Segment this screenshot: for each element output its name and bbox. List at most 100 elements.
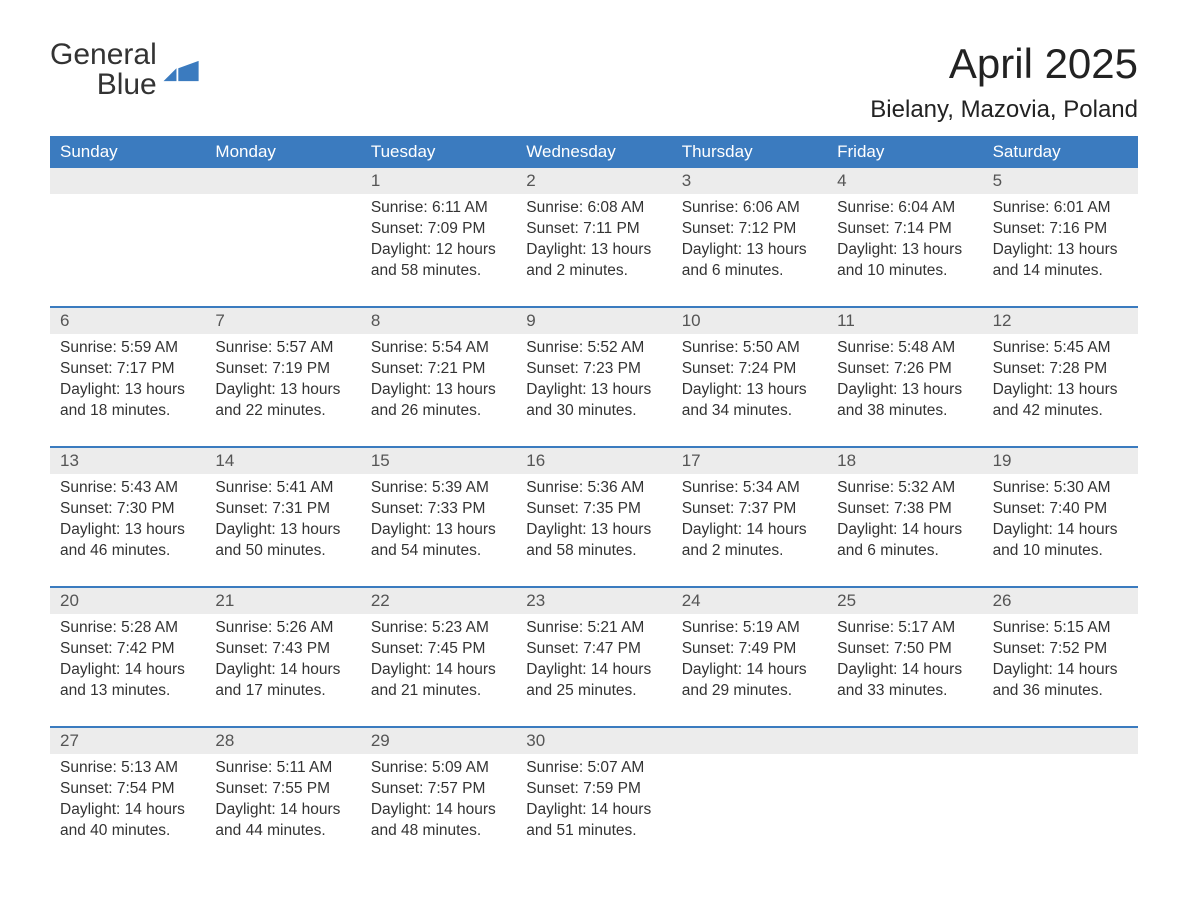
day-number: [50, 168, 205, 194]
daylight-line-2: and 50 minutes.: [215, 541, 350, 562]
daynum-row: 27282930: [50, 728, 1138, 754]
day-cell: Sunrise: 5:07 AMSunset: 7:59 PMDaylight:…: [516, 754, 671, 846]
calendar-week: 6789101112Sunrise: 5:59 AMSunset: 7:17 P…: [50, 306, 1138, 426]
daylight-line-1: Daylight: 14 hours: [371, 800, 506, 821]
day-cell: Sunrise: 5:17 AMSunset: 7:50 PMDaylight:…: [827, 614, 982, 706]
sunset-line: Sunset: 7:14 PM: [837, 219, 972, 240]
day-number: [827, 728, 982, 754]
sunrise-line: Sunrise: 5:11 AM: [215, 758, 350, 779]
day-cell: Sunrise: 6:04 AMSunset: 7:14 PMDaylight:…: [827, 194, 982, 286]
day-cell: Sunrise: 5:34 AMSunset: 7:37 PMDaylight:…: [672, 474, 827, 566]
day-cell: Sunrise: 5:32 AMSunset: 7:38 PMDaylight:…: [827, 474, 982, 566]
weekday-label: Saturday: [983, 136, 1138, 168]
daylight-line-1: Daylight: 13 hours: [215, 380, 350, 401]
day-number: 4: [827, 168, 982, 194]
sunrise-line: Sunrise: 5:07 AM: [526, 758, 661, 779]
daynum-row: 20212223242526: [50, 588, 1138, 614]
sunrise-line: Sunrise: 5:13 AM: [60, 758, 195, 779]
day-cell: Sunrise: 5:21 AMSunset: 7:47 PMDaylight:…: [516, 614, 671, 706]
sunset-line: Sunset: 7:40 PM: [993, 499, 1128, 520]
daylight-line-2: and 17 minutes.: [215, 681, 350, 702]
sunset-line: Sunset: 7:16 PM: [993, 219, 1128, 240]
sunset-line: Sunset: 7:38 PM: [837, 499, 972, 520]
day-number: 26: [983, 588, 1138, 614]
sunrise-line: Sunrise: 5:30 AM: [993, 478, 1128, 499]
sunrise-line: Sunrise: 5:17 AM: [837, 618, 972, 639]
day-cell: Sunrise: 5:36 AMSunset: 7:35 PMDaylight:…: [516, 474, 671, 566]
daylight-line-2: and 2 minutes.: [682, 541, 817, 562]
daylight-line-1: Daylight: 13 hours: [60, 520, 195, 541]
sunrise-line: Sunrise: 5:26 AM: [215, 618, 350, 639]
daynum-row: 13141516171819: [50, 448, 1138, 474]
sunrise-line: Sunrise: 6:08 AM: [526, 198, 661, 219]
day-number: 16: [516, 448, 671, 474]
day-cell: Sunrise: 5:09 AMSunset: 7:57 PMDaylight:…: [361, 754, 516, 846]
weekday-label: Thursday: [672, 136, 827, 168]
day-cell: [672, 754, 827, 846]
daylight-line-1: Daylight: 14 hours: [837, 660, 972, 681]
location-text: Bielany, Mazovia, Poland: [870, 96, 1138, 124]
day-cell: [983, 754, 1138, 846]
day-cell: Sunrise: 5:28 AMSunset: 7:42 PMDaylight:…: [50, 614, 205, 706]
daylight-line-1: Daylight: 14 hours: [837, 520, 972, 541]
day-cell: Sunrise: 5:26 AMSunset: 7:43 PMDaylight:…: [205, 614, 360, 706]
daylight-line-2: and 54 minutes.: [371, 541, 506, 562]
day-cell: Sunrise: 5:52 AMSunset: 7:23 PMDaylight:…: [516, 334, 671, 426]
sunset-line: Sunset: 7:52 PM: [993, 639, 1128, 660]
sunrise-line: Sunrise: 6:11 AM: [371, 198, 506, 219]
day-cell: Sunrise: 5:59 AMSunset: 7:17 PMDaylight:…: [50, 334, 205, 426]
day-cell: [50, 194, 205, 286]
sunrise-line: Sunrise: 5:19 AM: [682, 618, 817, 639]
day-cell: Sunrise: 5:41 AMSunset: 7:31 PMDaylight:…: [205, 474, 360, 566]
day-number: 6: [50, 308, 205, 334]
day-number: 9: [516, 308, 671, 334]
sunset-line: Sunset: 7:49 PM: [682, 639, 817, 660]
sunset-line: Sunset: 7:11 PM: [526, 219, 661, 240]
day-cell: Sunrise: 6:08 AMSunset: 7:11 PMDaylight:…: [516, 194, 671, 286]
daylight-line-2: and 21 minutes.: [371, 681, 506, 702]
daylight-line-1: Daylight: 13 hours: [837, 240, 972, 261]
daylight-line-1: Daylight: 14 hours: [215, 800, 350, 821]
day-cell: Sunrise: 5:11 AMSunset: 7:55 PMDaylight:…: [205, 754, 360, 846]
daylight-line-1: Daylight: 13 hours: [371, 380, 506, 401]
day-number: 29: [361, 728, 516, 754]
sunset-line: Sunset: 7:37 PM: [682, 499, 817, 520]
header-row: General Blue April 2025 Bielany, Mazovia…: [50, 40, 1138, 124]
sunrise-line: Sunrise: 5:54 AM: [371, 338, 506, 359]
sunset-line: Sunset: 7:45 PM: [371, 639, 506, 660]
sunrise-line: Sunrise: 5:23 AM: [371, 618, 506, 639]
daylight-line-1: Daylight: 13 hours: [837, 380, 972, 401]
day-number: [983, 728, 1138, 754]
day-cell: [827, 754, 982, 846]
daylight-line-1: Daylight: 12 hours: [371, 240, 506, 261]
daylight-line-2: and 2 minutes.: [526, 261, 661, 282]
day-number: 30: [516, 728, 671, 754]
daylight-line-1: Daylight: 13 hours: [526, 380, 661, 401]
daylight-line-1: Daylight: 14 hours: [993, 660, 1128, 681]
logo-word2: Blue: [50, 70, 157, 100]
daylight-line-1: Daylight: 13 hours: [993, 380, 1128, 401]
daylight-line-1: Daylight: 13 hours: [215, 520, 350, 541]
day-cell: Sunrise: 6:06 AMSunset: 7:12 PMDaylight:…: [672, 194, 827, 286]
sunrise-line: Sunrise: 5:45 AM: [993, 338, 1128, 359]
day-number: 18: [827, 448, 982, 474]
weekday-label: Monday: [205, 136, 360, 168]
daylight-line-1: Daylight: 13 hours: [526, 240, 661, 261]
sunset-line: Sunset: 7:59 PM: [526, 779, 661, 800]
daylight-line-1: Daylight: 14 hours: [526, 800, 661, 821]
sunrise-line: Sunrise: 5:32 AM: [837, 478, 972, 499]
sunrise-line: Sunrise: 5:48 AM: [837, 338, 972, 359]
weekday-label: Friday: [827, 136, 982, 168]
sunrise-line: Sunrise: 6:06 AM: [682, 198, 817, 219]
sunrise-line: Sunrise: 5:21 AM: [526, 618, 661, 639]
daylight-line-2: and 38 minutes.: [837, 401, 972, 422]
daylight-line-1: Daylight: 13 hours: [682, 380, 817, 401]
sunrise-line: Sunrise: 5:41 AM: [215, 478, 350, 499]
daylight-line-2: and 22 minutes.: [215, 401, 350, 422]
sunset-line: Sunset: 7:42 PM: [60, 639, 195, 660]
sunset-line: Sunset: 7:31 PM: [215, 499, 350, 520]
sunrise-line: Sunrise: 5:28 AM: [60, 618, 195, 639]
day-number: 21: [205, 588, 360, 614]
day-number: 19: [983, 448, 1138, 474]
daylight-line-1: Daylight: 13 hours: [60, 380, 195, 401]
